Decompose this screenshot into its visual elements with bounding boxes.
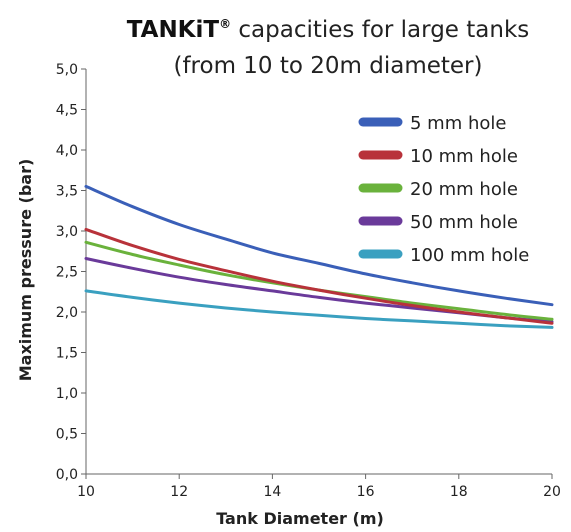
y-tick-label: 3,5 bbox=[56, 184, 78, 200]
x-tick-label: 12 bbox=[170, 484, 188, 500]
y-tick-label: 2,5 bbox=[56, 265, 78, 281]
x-ticks: 10 12 14 16 18 20 bbox=[77, 474, 561, 500]
legend-label: 20 mm hole bbox=[410, 179, 518, 200]
legend-label: 50 mm hole bbox=[410, 212, 518, 233]
legend-label: 10 mm hole bbox=[410, 146, 518, 167]
x-axis-label: Tank Diameter (m) bbox=[216, 509, 384, 528]
x-tick-label: 10 bbox=[77, 484, 95, 500]
y-tick-label: 2,0 bbox=[56, 305, 78, 321]
chart-title-line1: TANKiT® capacities for large tanks bbox=[127, 17, 530, 43]
y-tick-label: 1,5 bbox=[56, 346, 78, 362]
y-tick-label: 4,5 bbox=[56, 103, 78, 119]
title-brand-mark: ® bbox=[219, 17, 231, 31]
y-tick-label: 5,0 bbox=[56, 62, 78, 78]
y-tick-label: 0,5 bbox=[56, 427, 78, 443]
title-brand: TANKiT bbox=[127, 17, 220, 43]
y-tick-label: 3,0 bbox=[56, 224, 78, 240]
series-lines bbox=[84, 184, 554, 329]
x-tick-label: 18 bbox=[450, 484, 468, 500]
series-line-5-mm-hole bbox=[84, 184, 554, 307]
title-line1-rest: capacities for large tanks bbox=[231, 17, 529, 43]
x-tick-label: 14 bbox=[263, 484, 281, 500]
legend: 5 mm hole 10 mm hole 20 mm hole 50 mm hole 1… bbox=[358, 113, 529, 266]
legend-label: 100 mm hole bbox=[410, 245, 529, 266]
y-tick-label: 4,0 bbox=[56, 143, 78, 159]
x-tick-label: 16 bbox=[357, 484, 375, 500]
chart-title-line2: (from 10 to 20m diameter) bbox=[173, 53, 482, 79]
legend-label: 5 mm hole bbox=[410, 113, 506, 134]
series-line-10-mm-hole bbox=[84, 227, 554, 325]
y-tick-label: 1,0 bbox=[56, 386, 78, 402]
y-ticks: 0,0 0,5 1,0 1,5 2,0 2,5 3,0 3,5 4,0 4,5 5,0 bbox=[56, 62, 86, 483]
x-tick-label: 20 bbox=[543, 484, 561, 500]
y-tick-label: 0,0 bbox=[56, 467, 78, 483]
chart-title: TANKiT® capacities for large tanks (from… bbox=[127, 17, 530, 79]
y-axis-label: Maximum pressure (bar) bbox=[16, 159, 35, 382]
series-line-100-mm-hole bbox=[84, 289, 554, 329]
